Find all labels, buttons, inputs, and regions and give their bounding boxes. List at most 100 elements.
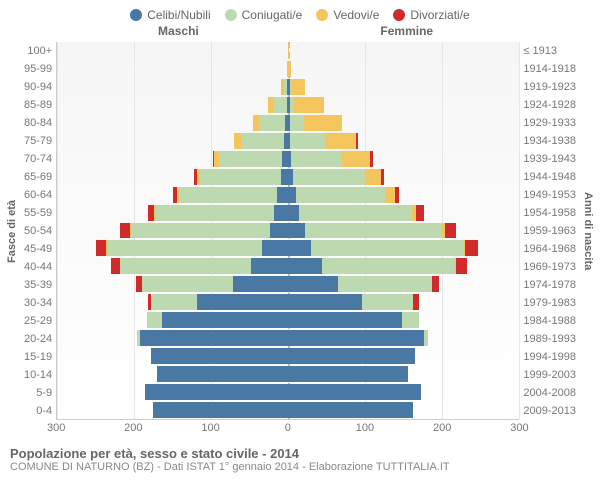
bar-segment bbox=[395, 187, 400, 203]
bar-segment bbox=[288, 258, 322, 274]
female-bar bbox=[288, 312, 519, 328]
legend-item: Celibi/Nubili bbox=[130, 8, 210, 22]
bar-segment bbox=[288, 294, 362, 310]
female-bar bbox=[288, 61, 519, 77]
female-bar bbox=[288, 402, 519, 418]
bar-segment bbox=[311, 240, 464, 256]
legend-swatch bbox=[130, 9, 142, 21]
male-bar bbox=[57, 223, 288, 239]
legend: Celibi/NubiliConiugati/eVedovi/eDivorzia… bbox=[0, 0, 600, 24]
female-bar bbox=[288, 97, 519, 113]
male-bar bbox=[57, 169, 288, 185]
age-label: 20-24 bbox=[24, 330, 52, 348]
bar-segment bbox=[288, 240, 311, 256]
chart-title: Popolazione per età, sesso e stato civil… bbox=[10, 446, 590, 461]
male-bar bbox=[57, 312, 288, 328]
age-row bbox=[57, 223, 519, 239]
age-label: 55-59 bbox=[24, 204, 52, 222]
bar-segment bbox=[156, 205, 275, 221]
female-bar bbox=[288, 330, 519, 346]
plot-area: Fasce di età 100+95-9990-9485-8980-8475-… bbox=[0, 42, 600, 420]
bar-segment bbox=[456, 258, 467, 274]
bar-segment bbox=[288, 43, 289, 59]
female-bar bbox=[288, 187, 519, 203]
x-tick: 200 bbox=[433, 422, 451, 434]
bar-segment bbox=[120, 223, 129, 239]
bar-segment bbox=[381, 169, 384, 185]
age-label: 70-74 bbox=[24, 150, 52, 168]
female-bar bbox=[288, 366, 519, 382]
bar-segment bbox=[131, 223, 270, 239]
bar-segment bbox=[288, 312, 402, 328]
male-bar bbox=[57, 258, 288, 274]
female-bar bbox=[288, 276, 519, 292]
year-label: 1979-1983 bbox=[523, 294, 576, 312]
age-row bbox=[57, 330, 519, 346]
bar-segment bbox=[288, 330, 424, 346]
female-bar bbox=[288, 43, 519, 59]
bar-segment bbox=[288, 384, 421, 400]
bar-segment bbox=[322, 258, 455, 274]
female-bar bbox=[288, 258, 519, 274]
age-row bbox=[57, 240, 519, 256]
chart-footer: Popolazione per età, sesso e stato civil… bbox=[0, 440, 600, 473]
female-bar bbox=[288, 79, 519, 95]
bar-segment bbox=[151, 348, 288, 364]
age-label: 30-34 bbox=[24, 294, 52, 312]
legend-label: Divorziati/e bbox=[410, 8, 469, 22]
bar-segment bbox=[108, 240, 262, 256]
bar-segment bbox=[424, 330, 429, 346]
legend-label: Coniugati/e bbox=[242, 8, 303, 22]
male-header: Maschi bbox=[158, 24, 199, 38]
age-row bbox=[57, 258, 519, 274]
age-row bbox=[57, 402, 519, 418]
age-row bbox=[57, 205, 519, 221]
year-label: ≤ 1913 bbox=[523, 42, 576, 60]
bar-segment bbox=[296, 187, 385, 203]
x-axis: 3002001000100200300 bbox=[0, 420, 600, 440]
year-label: 2009-2013 bbox=[523, 402, 576, 420]
year-label: 1964-1968 bbox=[523, 240, 576, 258]
female-bar bbox=[288, 115, 519, 131]
bar-segment bbox=[304, 115, 343, 131]
bar-segment bbox=[219, 151, 282, 167]
female-bar bbox=[288, 151, 519, 167]
x-tick: 100 bbox=[201, 422, 219, 434]
female-bar bbox=[288, 223, 519, 239]
bar-segment bbox=[288, 366, 408, 382]
age-label: 10-14 bbox=[24, 366, 52, 384]
male-bar bbox=[57, 133, 288, 149]
age-label: 0-4 bbox=[24, 402, 52, 420]
age-row bbox=[57, 79, 519, 95]
female-bar bbox=[288, 240, 519, 256]
bar-segment bbox=[96, 240, 107, 256]
bar-segment bbox=[362, 294, 413, 310]
age-label: 65-69 bbox=[24, 168, 52, 186]
male-bar bbox=[57, 79, 288, 95]
year-label: 1944-1948 bbox=[523, 168, 576, 186]
bar-segment bbox=[262, 240, 288, 256]
year-label: 1969-1973 bbox=[523, 258, 576, 276]
bar-segment bbox=[200, 169, 280, 185]
age-label: 60-64 bbox=[24, 186, 52, 204]
bar-segment bbox=[291, 151, 342, 167]
age-label: 90-94 bbox=[24, 78, 52, 96]
age-label: 45-49 bbox=[24, 240, 52, 258]
age-row bbox=[57, 115, 519, 131]
year-label: 1939-1943 bbox=[523, 150, 576, 168]
bar-segment bbox=[432, 276, 440, 292]
bar-segment bbox=[147, 312, 162, 328]
bar-segment bbox=[179, 187, 278, 203]
bar-segment bbox=[140, 330, 288, 346]
year-label: 1919-1923 bbox=[523, 78, 576, 96]
year-label: 1974-1978 bbox=[523, 276, 576, 294]
bar-segment bbox=[120, 258, 251, 274]
bar-segment bbox=[288, 402, 413, 418]
plot bbox=[56, 42, 519, 420]
bar-segment bbox=[274, 205, 288, 221]
bar-segment bbox=[145, 384, 288, 400]
bar-segment bbox=[290, 133, 325, 149]
age-label: 5-9 bbox=[24, 384, 52, 402]
bar-segment bbox=[153, 402, 289, 418]
male-bar bbox=[57, 205, 288, 221]
